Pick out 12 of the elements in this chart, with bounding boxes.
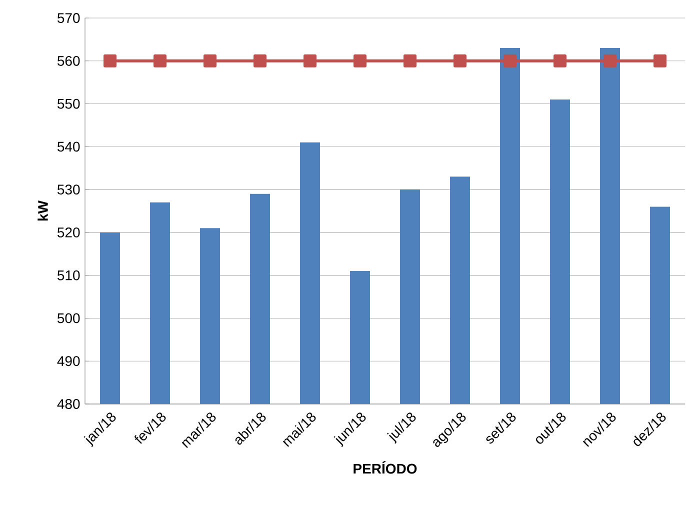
- y-tick-label: 550: [58, 98, 80, 109]
- y-tick-label: 570: [58, 13, 80, 23]
- y-tick-label: 540: [58, 142, 80, 152]
- y-tick-label: 500: [58, 313, 80, 324]
- y-tick-label: 520: [58, 227, 80, 238]
- y-axis-title: kW: [38, 200, 48, 221]
- x-axis-title: PERÍODO: [354, 461, 417, 474]
- y-tick-label: 510: [58, 270, 80, 280]
- y-tick-label: 560: [58, 56, 80, 66]
- y-tick-label: 480: [57, 399, 80, 409]
- y-tick-label: 490: [57, 356, 80, 366]
- y-tick-label: 530: [58, 184, 80, 195]
